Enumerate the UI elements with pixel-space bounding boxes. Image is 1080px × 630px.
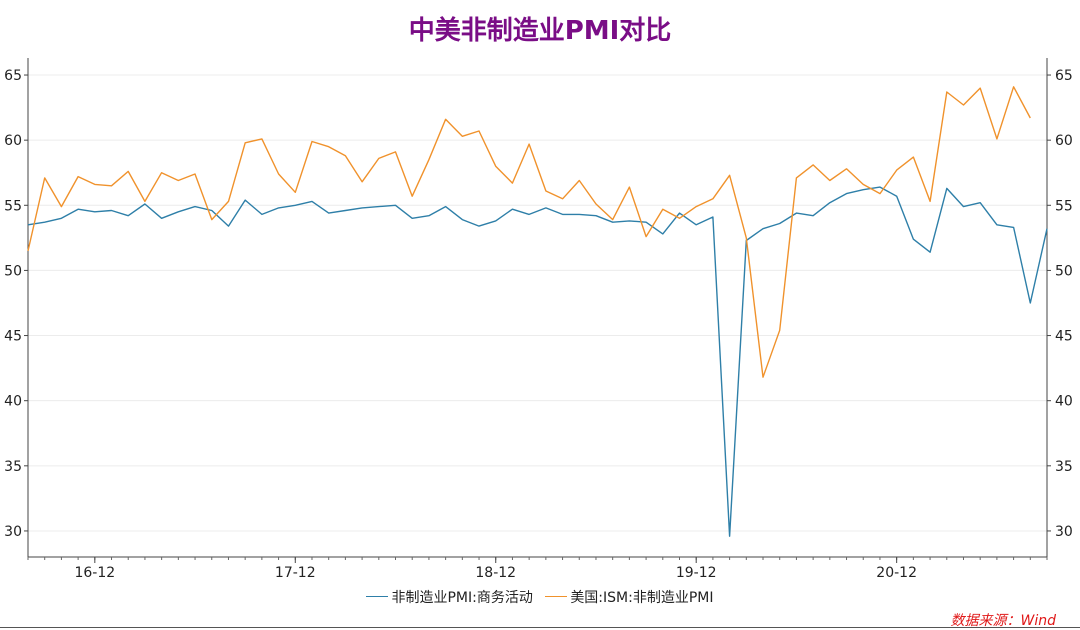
gridlines	[28, 74, 1047, 532]
y-tick-label-left: 45	[4, 329, 22, 345]
y-tick-label-left: 55	[4, 198, 22, 214]
legend-swatch-us	[545, 596, 568, 597]
series-line-us-ism-non-manufacturing-pmi	[27, 86, 1031, 378]
x-tick-label-19-12: 19-12	[676, 565, 717, 581]
series-lines	[27, 86, 1048, 537]
tick-labels: 30 30 35 35 40 40 45 45 50 50 55 55 60 60 65 65 16-12 17-…	[4, 68, 1073, 581]
y-tick-label-right: 45	[1055, 329, 1073, 345]
y-tick-label-left: 65	[4, 68, 22, 84]
legend-label-china: 非制造业PMI:商务活动	[391, 589, 533, 606]
data-source-note: 数据来源：Wind	[950, 613, 1057, 629]
x-tick-label-18-12: 18-12	[475, 565, 516, 581]
x-tick-label-16-12: 16-12	[74, 565, 115, 581]
y-tick-label-right: 50	[1055, 263, 1073, 279]
legend-swatch-china	[366, 596, 389, 597]
y-tick-label-left: 60	[4, 133, 22, 149]
x-tick-label-20-12: 20-12	[876, 565, 917, 581]
series-line-china-non-manufacturing-pmi	[27, 186, 1048, 537]
line-chart: 30 30 35 35 40 40 45 45 50 50 55 55 60 60 65 65 16-12 17-…	[4, 58, 1073, 581]
y-tick-label-right: 30	[1055, 524, 1073, 540]
y-tick-label-left: 50	[4, 263, 22, 279]
y-tick-label-left: 35	[4, 459, 22, 475]
y-tick-label-right: 35	[1055, 459, 1073, 475]
y-tick-label-right: 55	[1055, 198, 1073, 214]
legend-label-us: 美国:ISM:非制造业PMI	[570, 589, 714, 606]
y-tick-label-right: 40	[1055, 394, 1073, 410]
y-tick-label-right: 65	[1055, 68, 1073, 84]
legend-item-us: 美国:ISM:非制造业PMI	[545, 587, 714, 607]
axes	[24, 58, 1051, 563]
x-tick-label-17-12: 17-12	[275, 565, 316, 581]
y-tick-label-right: 60	[1055, 133, 1073, 149]
y-tick-label-left: 40	[4, 394, 22, 410]
footer-divider	[0, 627, 1080, 628]
legend: 非制造业PMI:商务活动 美国:ISM:非制造业PMI	[0, 585, 1080, 607]
legend-item-china: 非制造业PMI:商务活动	[366, 587, 533, 607]
chart-title: 中美非制造业PMI对比	[408, 16, 672, 46]
y-tick-label-left: 30	[4, 524, 22, 540]
